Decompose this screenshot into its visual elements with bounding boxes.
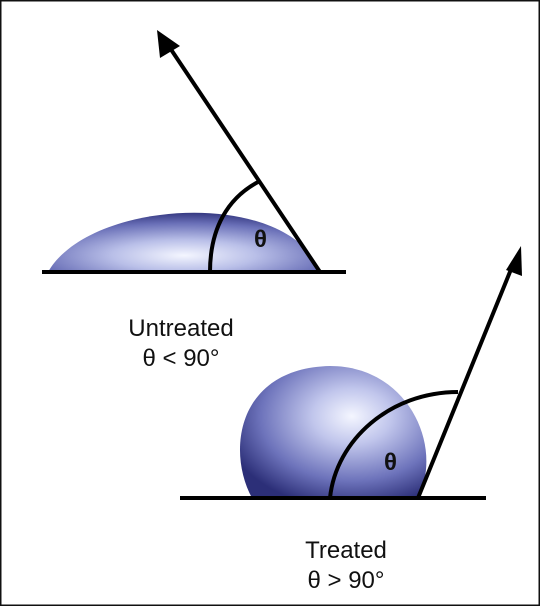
untreated-arrowhead-icon xyxy=(157,30,180,58)
treated-tangent-arrow xyxy=(416,261,516,499)
untreated-tangent-arrow xyxy=(164,40,322,274)
treated-title: Treated xyxy=(305,537,387,564)
untreated-condition: θ < 90° xyxy=(142,345,220,372)
untreated-angle-arc xyxy=(208,180,259,273)
untreated-angle-label: θ xyxy=(254,226,267,253)
untreated-diagram: θ xyxy=(42,30,346,274)
treated-arrowhead-icon xyxy=(506,246,522,276)
treated-diagram: θ xyxy=(180,246,522,500)
treated-condition: θ > 90° xyxy=(307,567,385,594)
treated-angle-arc xyxy=(328,390,459,499)
untreated-title: Untreated xyxy=(128,315,234,342)
untreated-caption: Untreated θ < 90° xyxy=(71,314,291,374)
treated-droplet xyxy=(239,366,427,498)
treated-caption: Treated θ > 90° xyxy=(236,536,456,596)
treated-angle-label: θ xyxy=(384,449,397,476)
untreated-droplet xyxy=(48,212,320,272)
